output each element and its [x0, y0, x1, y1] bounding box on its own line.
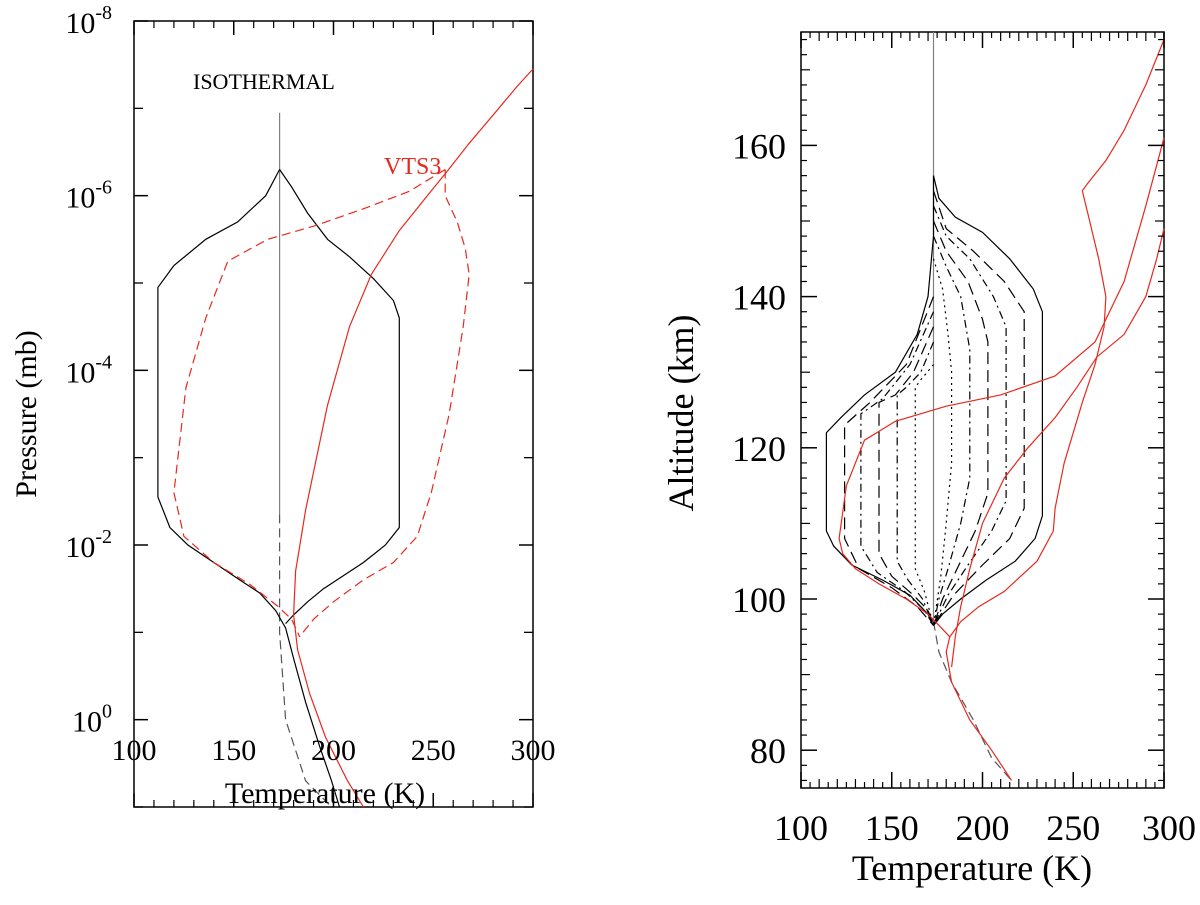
- right-series-warm-envelope: [932, 175, 1043, 626]
- right-y-axis-label: Altitude (km): [661, 315, 701, 512]
- left-y-tick-label: 10-4: [65, 351, 112, 389]
- left-y-tick-base: 10: [65, 531, 95, 564]
- right-series-warm-d: [932, 235, 971, 626]
- right-series-warm-b: [932, 205, 1007, 626]
- left-y-tick-exponent: -8: [95, 2, 112, 24]
- left-series-iso-cold: [157, 169, 341, 808]
- left-x-tick-label: 150: [211, 734, 256, 767]
- left-x-tick-label: 300: [511, 734, 556, 767]
- left-x-tick-label: 100: [112, 734, 157, 767]
- left-y-tick-label: 10-2: [65, 526, 112, 564]
- left-y-tick-base: 10: [65, 182, 95, 215]
- left-y-tick-exponent: 0: [102, 701, 112, 723]
- right-series-cold-e: [914, 364, 935, 626]
- left-y-tick-exponent: -2: [95, 526, 112, 548]
- left-series-vts3-cold: [173, 168, 446, 637]
- right-series-vts3-alt-a: [838, 137, 1165, 539]
- right-series-warm-e: [932, 258, 953, 626]
- right-series-cold-envelope: [825, 175, 935, 626]
- left-y-tick-exponent: -4: [95, 351, 112, 373]
- right-series-cold-b: [860, 311, 935, 626]
- right-x-tick-label: 100: [774, 808, 828, 848]
- left-annotation-isothermal: ISOTHERMAL: [193, 69, 335, 94]
- right-x-tick-label: 300: [1142, 808, 1196, 848]
- left-y-tick-exponent: -6: [95, 177, 112, 199]
- left-x-tick-label: 250: [411, 734, 456, 767]
- right-series-vts3-alt-d: [838, 538, 951, 638]
- left-series-iso-warm: [279, 169, 400, 625]
- right-y-tick-label: 160: [732, 126, 786, 166]
- right-y-tick-label: 120: [732, 429, 786, 469]
- left-y-tick-label: 100: [72, 701, 112, 739]
- left-y-tick-base: 10: [65, 7, 95, 40]
- right-series-warm-c: [932, 220, 989, 626]
- right-series-deep: [932, 621, 1012, 781]
- right-series-cold-a: [844, 296, 935, 626]
- right-series-vts3-alt-b: [945, 39, 1165, 781]
- right-series-vts3-alt-c: [951, 228, 1165, 668]
- right-y-tick-label: 100: [732, 580, 786, 620]
- right-x-tick-label: 250: [1046, 808, 1100, 848]
- right-x-tick-label: 200: [956, 808, 1010, 848]
- right-x-axis-label: Temperature (K): [852, 848, 1092, 888]
- left-annotation-vts3: VTS3: [384, 154, 441, 180]
- right-panel-altitude: 100 150 200 250 300 80 100 120 140 160 Temperatu…: [661, 31, 1196, 888]
- right-y-tick-label: 140: [732, 278, 786, 318]
- left-y-axis-label: Pressure (mb): [10, 330, 43, 497]
- left-y-tick-label: 10-6: [65, 177, 112, 215]
- left-y-tick-base: 10: [65, 356, 95, 389]
- right-series-warm-a: [932, 190, 1025, 626]
- right-y-tick-label: 80: [750, 731, 786, 771]
- left-x-axis-label: Temperature (K): [225, 777, 425, 810]
- left-series-vts3-profile: [292, 68, 534, 808]
- right-x-tick-label: 150: [865, 808, 919, 848]
- left-x-tick-label: 200: [311, 734, 356, 767]
- left-series-vts3-warm: [299, 169, 470, 638]
- right-series-cold-c: [878, 326, 935, 626]
- left-y-tick-base: 10: [72, 706, 102, 739]
- left-y-tick-label: 10-8: [65, 2, 112, 40]
- left-series-isothermal-deep: [279, 514, 332, 808]
- right-series-cold-d: [896, 341, 935, 626]
- right-plot-frame: [800, 31, 1165, 789]
